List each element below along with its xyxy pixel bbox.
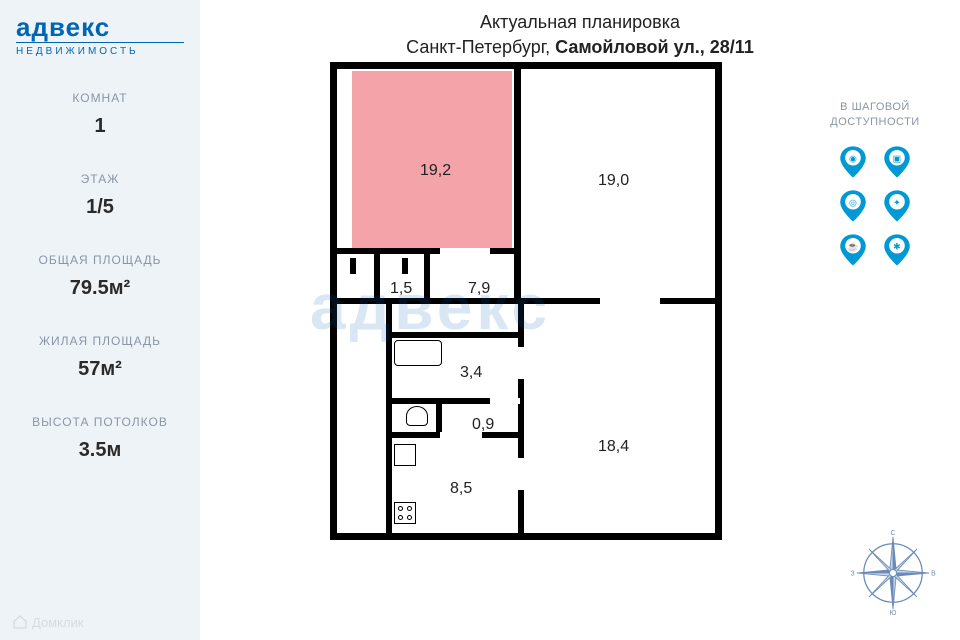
svg-text:◎: ◎ [849, 197, 857, 207]
svg-text:С: С [891, 530, 896, 537]
svg-text:З: З [851, 571, 855, 578]
stat-total-area: ОБЩАЯ ПЛОЩАДЬ 79.5м² [16, 253, 184, 300]
stat-label: ВЫСОТА ПОТОЛКОВ [16, 415, 184, 429]
header-title: Актуальная планировка [200, 12, 960, 33]
stat-floor: ЭТАЖ 1/5 [16, 172, 184, 219]
right-amenities-panel: В ШАГОВОЙ ДОСТУПНОСТИ ◉ ▣ ◎ ✦ ☕ ✱ [810, 100, 940, 267]
wall [402, 258, 408, 274]
stat-value: 79.5м² [16, 277, 184, 300]
logo: адвекс НЕДВИЖИМОСТЬ [16, 14, 184, 57]
door-opening [600, 298, 660, 304]
room-area-label: 19,2 [420, 162, 451, 180]
room-area-label: 1,5 [390, 280, 412, 298]
room-area-label: 3,4 [460, 364, 482, 382]
stat-label: ОБЩАЯ ПЛОЩАДЬ [16, 253, 184, 267]
wall [518, 302, 524, 536]
amenity-grid: ◉ ▣ ◎ ✦ ☕ ✱ [810, 145, 940, 267]
stat-value: 1 [16, 115, 184, 138]
transport-amenity-icon: ▣ [880, 145, 914, 179]
footer-text: Домклик [32, 615, 84, 630]
svg-text:✱: ✱ [893, 241, 901, 251]
stat-value: 1/5 [16, 196, 184, 219]
camera-amenity-icon: ◉ [836, 145, 870, 179]
door-opening [518, 458, 524, 490]
room-area-label: 18,4 [598, 438, 629, 456]
stat-value: 57м² [16, 358, 184, 381]
bathtub-fixture [394, 340, 442, 366]
left-stats-panel: адвекс НЕДВИЖИМОСТЬ КОМНАТ 1 ЭТАЖ 1/5 ОБ… [0, 0, 200, 640]
room-area-label: 7,9 [468, 280, 490, 298]
door-opening [440, 248, 490, 254]
shop-amenity-icon: ◎ [836, 189, 870, 223]
svg-text:▣: ▣ [893, 153, 902, 163]
logo-sub: НЕДВИЖИМОСТЬ [16, 42, 184, 57]
restaurant-amenity-icon: ✱ [880, 233, 914, 267]
cafe-amenity-icon: ☕ [836, 233, 870, 267]
wall [424, 254, 430, 300]
svg-text:◉: ◉ [849, 153, 857, 163]
stat-label: ЖИЛАЯ ПЛОЩАДЬ [16, 334, 184, 348]
stat-ceiling: ВЫСОТА ПОТОЛКОВ 3.5м [16, 415, 184, 462]
header: Актуальная планировка Санкт-Петербург, С… [200, 12, 960, 58]
footer-watermark: Домклик [12, 614, 84, 630]
wall [386, 332, 524, 338]
header-city: Санкт-Петербург, [406, 37, 555, 57]
counter-fixture [394, 444, 416, 466]
highlighted-room [352, 71, 512, 249]
door-opening [518, 347, 524, 379]
room-area-label: 8,5 [450, 480, 472, 498]
wall [514, 62, 521, 302]
wall [436, 402, 442, 436]
stat-rooms: КОМНАТ 1 [16, 91, 184, 138]
toilet-fixture [406, 406, 428, 426]
stat-value: 3.5м [16, 439, 184, 462]
stat-label: ЭТАЖ [16, 172, 184, 186]
wall [330, 62, 722, 69]
svg-text:✦: ✦ [893, 197, 901, 207]
floorplan-diagram: 19,2 19,0 1,5 7,9 3,4 0,9 18,4 8,5 [330, 62, 722, 540]
house-icon [12, 614, 28, 630]
room-area-label: 0,9 [472, 416, 494, 434]
room-area-label: 19,0 [598, 172, 629, 190]
stat-label: КОМНАТ [16, 91, 184, 105]
svg-text:Ю: Ю [890, 610, 897, 616]
wall [374, 254, 380, 300]
logo-main: адвекс [16, 14, 184, 40]
svg-text:В: В [931, 571, 936, 578]
stove-fixture [394, 502, 416, 524]
wall [350, 258, 356, 274]
compass-icon: С Ю З В [850, 530, 936, 616]
door-opening [490, 398, 520, 404]
header-address: Санкт-Петербург, Самойловой ул., 28/11 [200, 37, 960, 58]
header-street: Самойловой ул., 28/11 [555, 37, 754, 57]
stat-living-area: ЖИЛАЯ ПЛОЩАДЬ 57м² [16, 334, 184, 381]
education-amenity-icon: ✦ [880, 189, 914, 223]
walk-distance-label: В ШАГОВОЙ ДОСТУПНОСТИ [810, 100, 940, 131]
svg-text:☕: ☕ [847, 240, 858, 252]
